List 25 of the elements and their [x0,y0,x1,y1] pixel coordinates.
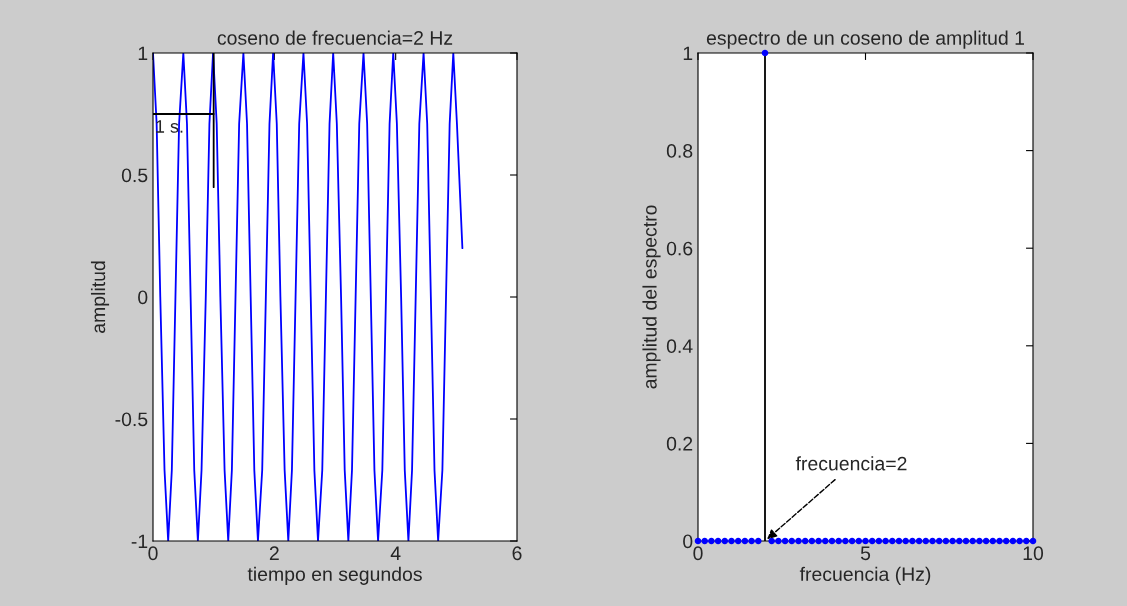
y-tick-label: -1 [131,534,148,549]
x-tick-label: 6 [512,546,522,561]
y-tick-label: 0.8 [666,144,693,158]
y-tick-label: 0.5 [121,168,148,183]
x-axis-title: tiempo en segundos [247,566,422,585]
y-tick-label: 1 [683,46,693,61]
y-tick-label: 0.2 [666,436,693,451]
x-axis-title: frecuencia (Hz) [799,566,931,585]
y-tick-label: 0.4 [666,339,693,354]
y-axis-title: amplitud del espectro [642,205,661,389]
y-tick-label: 0 [138,290,148,305]
x-tick-label: 5 [860,546,871,561]
y-tick-label: 1 [138,46,148,61]
chart-title: espectro de un coseno de amplitud 1 [706,30,1025,49]
x-tick-label: 4 [390,546,401,560]
chart-title: coseno de frecuencia=2 Hz [217,30,453,45]
y-tick-label: 0 [683,534,693,549]
y-tick-label: 0.6 [666,241,693,256]
annotation: frecuencia=2 [795,456,907,471]
x-tick-label: 0 [693,546,703,561]
y-tick-label: -0.5 [115,412,148,427]
x-tick-label: 0 [148,546,158,561]
x-tick-label: 10 [1023,546,1044,561]
x-tick-label: 2 [269,546,279,560]
y-axis-title: amplitud [90,261,110,333]
